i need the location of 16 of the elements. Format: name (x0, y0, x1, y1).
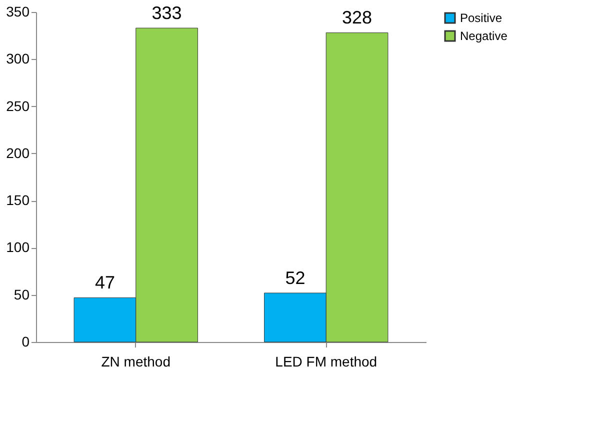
y-tick-label: 50 (14, 286, 30, 302)
x-tick-label: LED FM method (275, 354, 378, 370)
data-label: 47 (94, 272, 115, 293)
y-tick-label: 350 (6, 4, 30, 20)
y-tick-label: 250 (6, 98, 30, 114)
data-label: 333 (152, 3, 182, 24)
x-tick-label: ZN method (101, 354, 171, 370)
legend-label: Positive (460, 11, 502, 25)
data-label: 52 (285, 268, 306, 288)
legend-label: Negative (460, 29, 508, 43)
y-tick-label: 300 (6, 50, 30, 67)
y-tick-label: 100 (6, 239, 30, 256)
data-label: 328 (342, 8, 372, 28)
y-tick-label: 150 (6, 192, 30, 208)
y-tick-label: 0 (22, 334, 30, 350)
y-tick-label: 200 (6, 144, 30, 161)
